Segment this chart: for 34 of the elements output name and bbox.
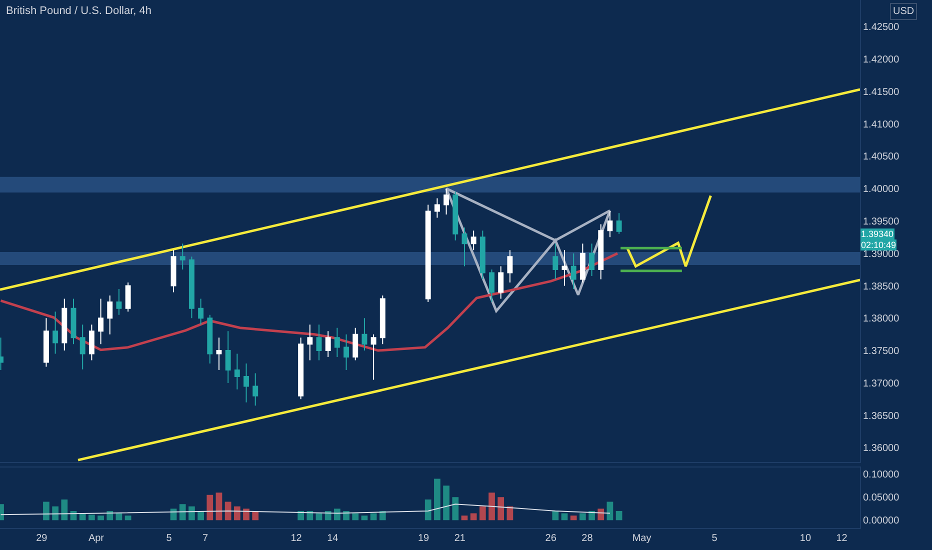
x-tick-label: May <box>632 533 652 544</box>
text: 02:10:49 <box>861 240 896 250</box>
x-tick-label: 29 <box>36 533 48 544</box>
x-tick-label: Apr <box>88 533 105 544</box>
y-tick-label: 1.41000 <box>863 119 900 130</box>
x-tick-label: 14 <box>327 533 339 544</box>
y-tick-label: 1.42500 <box>863 22 900 34</box>
y-tick-label: 0.00000 <box>863 516 900 527</box>
text: 1.39340 <box>861 229 894 239</box>
x-tick-label: 19 <box>418 533 430 544</box>
y-tick-label: 1.41500 <box>863 86 900 98</box>
y-tick-label: 1.42000 <box>863 54 900 66</box>
y-tick-label: 1.38500 <box>863 281 900 292</box>
y-tick-label: 1.40000 <box>863 184 900 196</box>
y-tick-label: 1.38000 <box>863 314 900 325</box>
x-tick-label: 5 <box>712 533 718 544</box>
y-tick-label: 1.36500 <box>863 410 900 422</box>
y-tick-label: 1.37000 <box>863 378 900 390</box>
chart-title: British Pound / U.S. Dollar, 4h <box>6 5 152 17</box>
x-tick-label: 26 <box>545 533 557 544</box>
x-tick-label: 28 <box>582 533 594 544</box>
y-tick-label: 0.10000 <box>863 470 900 481</box>
y-tick-label: 1.37500 <box>863 346 900 358</box>
x-tick-label: 10 <box>800 533 812 544</box>
y-tick-label: 1.36000 <box>863 443 900 454</box>
x-tick-label: 21 <box>454 533 466 544</box>
text: USD <box>893 6 914 17</box>
y-tick-label: 0.05000 <box>863 492 900 504</box>
x-tick-label: 12 <box>290 533 302 544</box>
x-tick-label: 5 <box>166 533 172 544</box>
y-tick-label: 1.40500 <box>863 152 900 163</box>
y-tick-label: 1.39500 <box>863 216 900 228</box>
x-tick-label: 7 <box>202 533 209 544</box>
x-tick-label: 12 <box>836 533 848 544</box>
